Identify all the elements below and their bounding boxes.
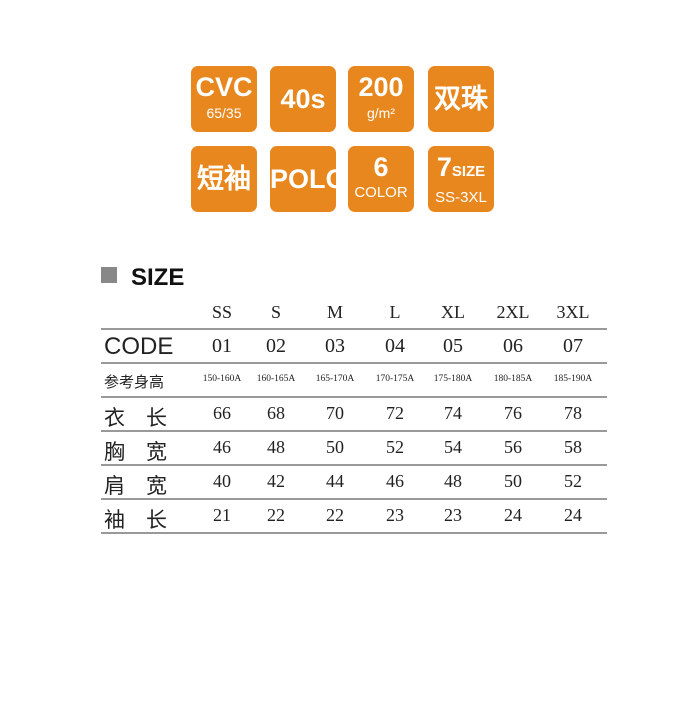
table-cell: 72 [386,403,404,423]
column-header: 2XL [496,302,530,322]
table-cell: 22 [267,505,285,525]
badge-main-line: 7SIZE [428,152,494,187]
feature-badge: 6 COLOR [348,146,414,212]
table-cell: 165-170A [315,374,355,384]
table-cell: 44 [326,471,344,491]
column-header: SS [211,302,233,322]
table-cell: 48 [267,437,285,457]
badge-sub-text: 65/35 [206,105,242,121]
badge-sub-text: COLOR [354,184,408,201]
feature-badge: 7SIZE SS-3XL [428,146,494,212]
badge-main-text: POLO [270,164,347,194]
divider [101,532,607,534]
badge-main-text: 7 [436,152,452,182]
column-header: S [270,302,281,322]
table-cell: 03 [325,335,345,357]
table-cell: 170-175A [375,374,415,384]
table-cell: 04 [385,335,405,357]
table-cell: 24 [564,505,582,525]
divider [101,464,607,466]
table-cell: 58 [564,437,582,457]
table-cell: 22 [326,505,344,525]
table-cell: 56 [504,437,522,457]
table-cell: 150-160A [202,374,242,384]
badge-main-text: 200 [358,72,404,102]
table-cell: 05 [443,335,463,357]
square-icon [101,267,117,283]
table-cell: 50 [326,437,344,457]
table-cell: 70 [326,403,344,423]
table-cell: 54 [444,437,462,457]
table-cell: 52 [386,437,404,457]
column-header: XL [441,302,465,322]
table-cell: 66 [213,403,231,423]
badge-sub-text: g/m² [367,105,395,121]
table-cell: 02 [266,335,286,357]
badge-main-text: 6 [373,152,389,182]
section-title: SIZE [101,264,184,292]
table-cell: 24 [504,505,522,525]
badge-main-text: 双珠 [434,84,488,114]
row-label: CODE [104,333,174,360]
table-cell: 23 [444,505,462,525]
table-cell: 01 [212,335,232,357]
table-cell: 46 [213,437,231,457]
table-cell: 46 [386,471,404,491]
badge-main-text: 40s [280,84,326,114]
feature-badge: 40s [270,66,336,132]
badge-suffix: SIZE [451,163,486,180]
row-label: 衣 长 [104,407,167,430]
badge-sub-text: SS-3XL [435,189,487,206]
divider [101,498,607,500]
table-cell: 21 [213,505,231,525]
table-cell: 160-165A [256,374,296,384]
table-cell: 40 [213,471,231,491]
divider [101,328,607,330]
divider [101,396,607,398]
column-header: 3XL [556,302,590,322]
feature-badge: 短袖 [191,146,257,212]
table-cell: 76 [504,403,522,423]
table-cell: 06 [503,335,523,357]
column-header: L [389,302,401,322]
feature-badge: POLO [270,146,347,212]
feature-badge: 双珠 [428,66,494,132]
feature-badge: 200 g/m² [348,66,414,132]
table-cell: 23 [386,505,404,525]
row-label: 袖 长 [104,509,167,532]
table-cell: 175-180A [433,374,473,384]
column-header: M [326,302,343,322]
table-cell: 68 [267,403,285,423]
table-cell: 07 [563,335,583,357]
section-title-text: SIZE [131,264,185,291]
badge-main-text: 短袖 [197,164,251,194]
feature-badge: CVC 65/35 [191,66,257,132]
badge-main-text: CVC [195,72,253,102]
table-cell: 42 [267,471,285,491]
row-label: 肩 宽 [104,475,167,498]
table-cell: 180-185A [493,374,533,384]
table-cell: 48 [444,471,462,491]
table-cell: 78 [564,403,582,423]
table-cell: 50 [504,471,522,491]
table-cell: 74 [444,403,462,423]
divider [101,362,607,364]
row-label: 胸 宽 [104,441,167,464]
table-cell: 52 [564,471,582,491]
table-cell: 185-190A [553,374,593,384]
divider [101,430,607,432]
row-label: 参考身高 [104,374,165,391]
